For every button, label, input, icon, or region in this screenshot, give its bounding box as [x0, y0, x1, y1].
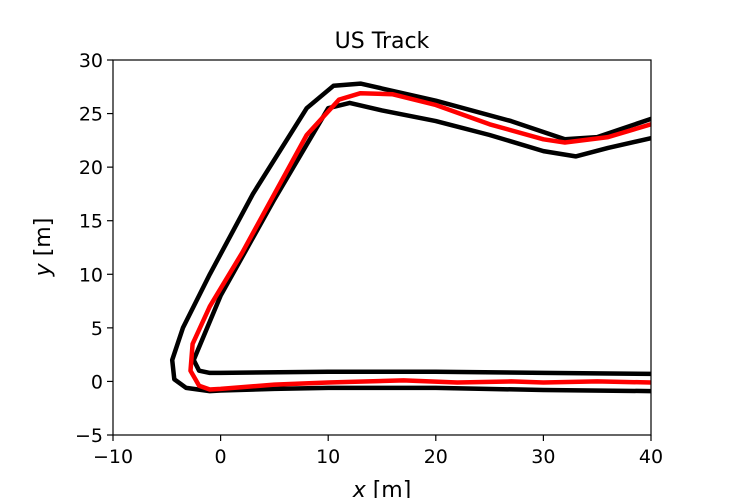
- y-tick-label: 0: [91, 371, 103, 393]
- y-axis-label: y [m]: [31, 218, 56, 278]
- y-tick-label: 30: [79, 50, 103, 72]
- y-tick-label: 20: [79, 157, 103, 179]
- y-tick-label: 10: [79, 264, 103, 286]
- y-tick-label: 25: [79, 104, 103, 126]
- x-axis: −10 0 10 20 30 40: [93, 435, 663, 468]
- series-line-0: [169, 81, 651, 394]
- y-tick-label: 15: [79, 211, 103, 233]
- y-tick-label: 5: [91, 318, 103, 340]
- x-tick-label: 30: [531, 446, 555, 468]
- x-tick-label: 10: [316, 446, 340, 468]
- y-tick-label: −5: [75, 425, 103, 447]
- series-layer: [169, 81, 651, 394]
- y-axis: −5 0 5 10 15 20 25 30: [75, 50, 113, 447]
- x-axis-label: x [m]: [352, 478, 412, 498]
- series-line-1: [191, 100, 651, 377]
- x-tick-label: 20: [424, 446, 448, 468]
- x-tick-label: 40: [639, 446, 663, 468]
- x-tick-label: 0: [215, 446, 227, 468]
- chart-title: US Track: [335, 29, 430, 54]
- x-tick-label: −10: [93, 446, 133, 468]
- plot-frame: [112, 59, 652, 436]
- series-line-2: [188, 90, 651, 392]
